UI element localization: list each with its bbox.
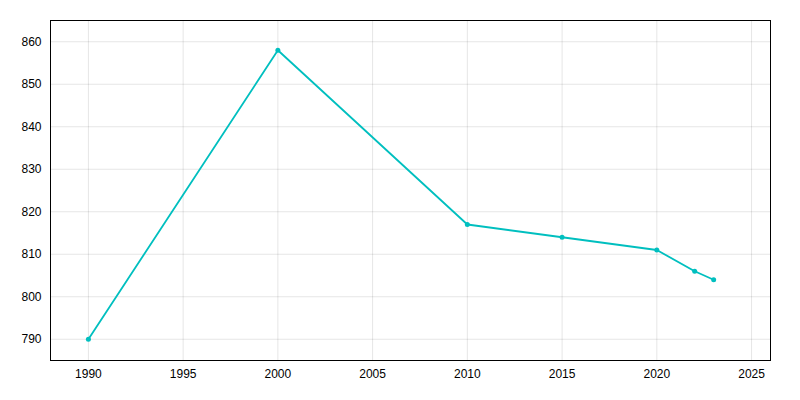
svg-text:820: 820 [21,205,41,219]
svg-text:800: 800 [21,290,41,304]
svg-text:810: 810 [21,247,41,261]
svg-text:2005: 2005 [359,367,386,381]
svg-text:2025: 2025 [738,367,765,381]
svg-text:860: 860 [21,35,41,49]
svg-text:830: 830 [21,162,41,176]
svg-text:2015: 2015 [549,367,576,381]
svg-text:790: 790 [21,332,41,346]
svg-text:2000: 2000 [265,367,292,381]
svg-text:2020: 2020 [643,367,670,381]
svg-text:1995: 1995 [170,367,197,381]
svg-text:2010: 2010 [454,367,481,381]
svg-text:840: 840 [21,120,41,134]
svg-text:1990: 1990 [75,367,102,381]
svg-text:850: 850 [21,77,41,91]
